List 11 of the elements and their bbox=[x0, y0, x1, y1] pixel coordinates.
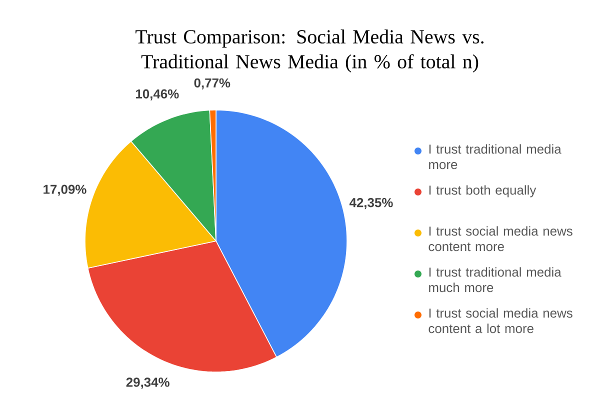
legend-label: I trust traditional media much more bbox=[429, 267, 562, 292]
legend-label: I trust traditional media more bbox=[429, 144, 562, 170]
legend-label: I trust social media news content more bbox=[428, 226, 572, 252]
chart-title: Trust Comparison: Social Media News vs. Traditional News Media (in % of total n) bbox=[136, 30, 484, 72]
data-label: 42,35% bbox=[349, 198, 393, 210]
data-label: 0,77% bbox=[194, 78, 230, 90]
data-label: 29,34% bbox=[126, 378, 170, 389]
data-label: 10,46% bbox=[136, 89, 179, 100]
data-label: 17,09% bbox=[44, 184, 86, 196]
legend-label: I trust social media news content a lot more bbox=[428, 308, 572, 334]
legend-label: I trust both equally bbox=[429, 185, 536, 198]
